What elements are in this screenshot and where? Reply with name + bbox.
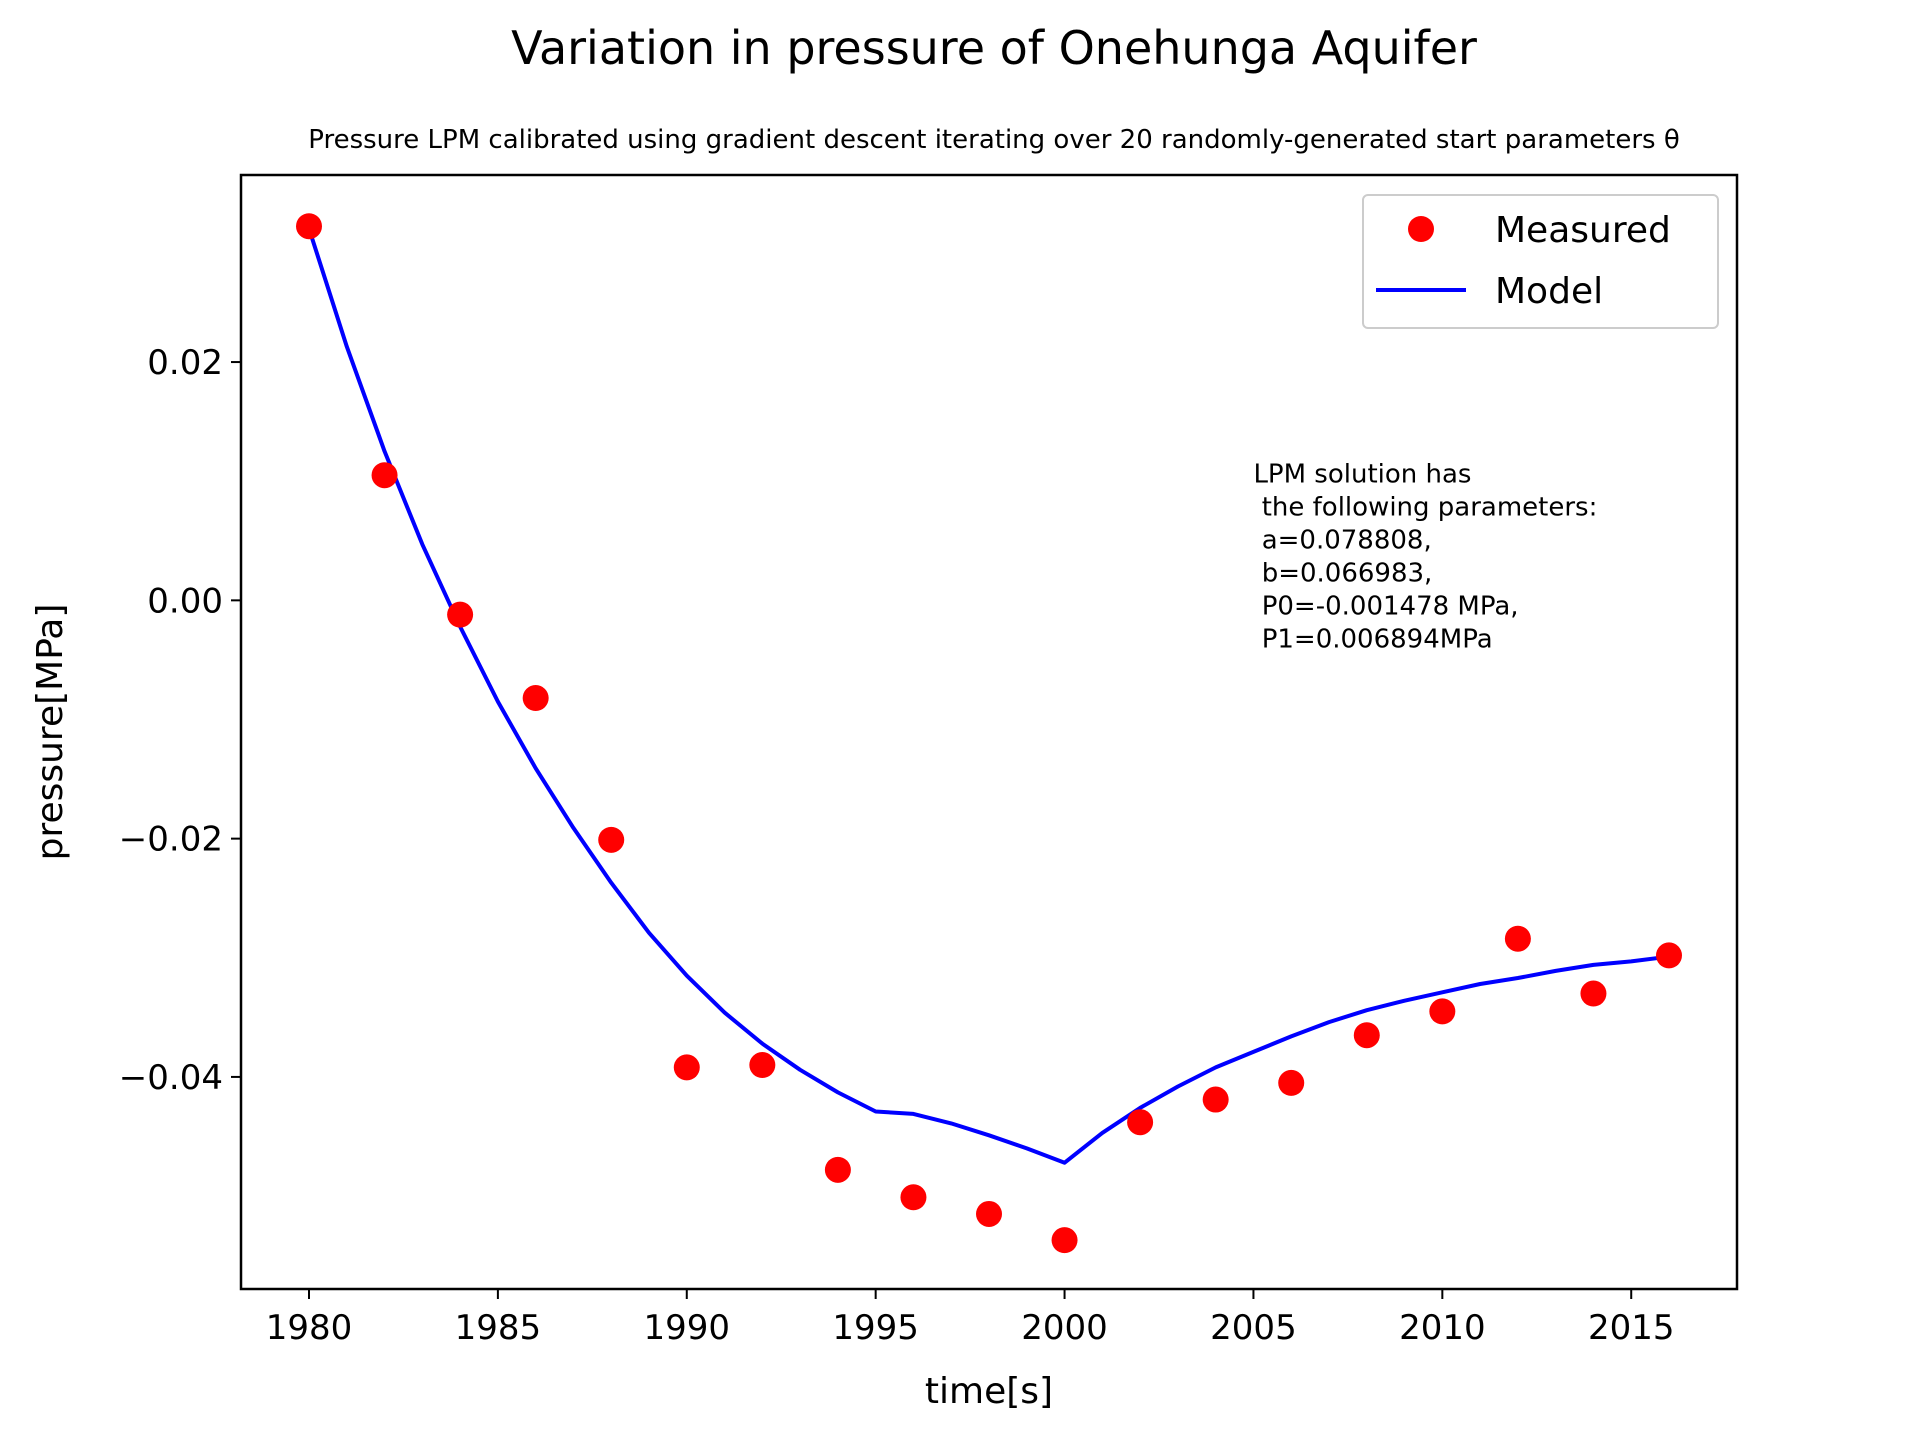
annotation-line: the following parameters: <box>1253 492 1597 522</box>
measured-point <box>976 1200 1002 1227</box>
plot-frame <box>239 173 1739 1291</box>
measured-point <box>824 1156 851 1183</box>
y-tick-label: −0.04 <box>119 1058 223 1098</box>
measured-point <box>1656 942 1682 969</box>
y-axis-ticks: −0.04 −0.02 0.00 0.02 <box>119 343 241 1098</box>
annotation-text: LPM solution has the following parameter… <box>1253 459 1597 654</box>
y-tick-label: −0.02 <box>119 820 223 860</box>
legend-model-label: Model <box>1495 271 1603 312</box>
annotation-line: a=0.078808, <box>1253 525 1431 555</box>
measured-point <box>1429 998 1456 1025</box>
legend-measured-label: Measured <box>1495 210 1671 251</box>
y-tick-label: 0.00 <box>147 581 223 621</box>
measured-point <box>1353 1022 1380 1049</box>
measured-point <box>1051 1227 1078 1254</box>
measured-point <box>522 685 549 712</box>
x-tick-label: 2010 <box>1399 1308 1486 1348</box>
measured-point <box>371 462 398 489</box>
series-layer <box>296 213 1682 1254</box>
x-axis-ticks: 1980 1985 1990 1995 2000 2005 2010 2015 <box>266 1289 1675 1348</box>
x-tick-label: 1985 <box>455 1308 542 1348</box>
measured-point <box>1127 1109 1154 1136</box>
legend-box <box>1362 194 1719 329</box>
x-tick-label: 2005 <box>1210 1308 1297 1348</box>
measured-point <box>598 826 625 853</box>
measured-point <box>673 1054 700 1081</box>
measured-point <box>296 213 322 240</box>
chart-title: Variation in pressure of Onehunga Aquife… <box>511 21 1477 75</box>
x-tick-label: 2000 <box>1021 1308 1108 1348</box>
annotation-line: b=0.066983, <box>1253 558 1432 588</box>
annotation-line: LPM solution has <box>1253 459 1471 489</box>
x-tick-label: 2015 <box>1588 1308 1675 1348</box>
measured-point <box>1504 925 1531 952</box>
measured-point <box>1278 1069 1305 1096</box>
x-axis-label: time[s] <box>925 1371 1053 1412</box>
legend: Measured Model <box>1362 194 1719 329</box>
measured-point <box>447 601 474 628</box>
chart-subtitle: Pressure LPM calibrated using gradient d… <box>308 125 1680 155</box>
parameters-annotation: LPM solution has the following parameter… <box>1253 459 1597 654</box>
measured-point <box>749 1052 776 1079</box>
annotation-line: P1=0.006894MPa <box>1253 624 1492 654</box>
measured-point <box>900 1184 927 1211</box>
x-tick-label: 1980 <box>266 1308 353 1348</box>
x-tick-label: 1990 <box>644 1308 731 1348</box>
x-tick-label: 1995 <box>832 1308 919 1348</box>
legend-measured-marker <box>1408 216 1434 242</box>
measured-point <box>1202 1086 1229 1113</box>
y-axis-label: pressure[MPa] <box>30 604 71 861</box>
annotation-line: P0=-0.001478 MPa, <box>1253 591 1518 621</box>
y-tick-label: 0.02 <box>147 343 223 383</box>
measured-point <box>1580 980 1607 1007</box>
model-line <box>307 227 1670 1165</box>
